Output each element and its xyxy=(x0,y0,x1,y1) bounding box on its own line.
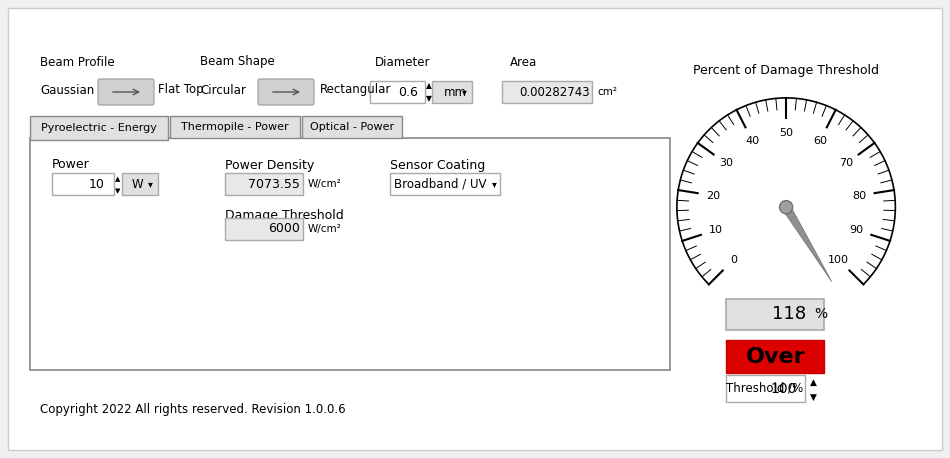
Text: Pyroelectric - Energy: Pyroelectric - Energy xyxy=(41,123,157,133)
FancyBboxPatch shape xyxy=(390,173,500,195)
Text: Rectangular: Rectangular xyxy=(320,83,391,97)
Text: 0.00282743: 0.00282743 xyxy=(520,86,590,98)
Text: Gaussian: Gaussian xyxy=(40,83,94,97)
Text: 100: 100 xyxy=(828,255,849,265)
FancyBboxPatch shape xyxy=(52,173,114,195)
Text: ▾: ▾ xyxy=(492,179,497,189)
FancyBboxPatch shape xyxy=(30,138,670,370)
Text: 100: 100 xyxy=(770,382,797,396)
Text: ▼: ▼ xyxy=(115,188,121,194)
Text: 50: 50 xyxy=(779,128,793,138)
Text: 0.6: 0.6 xyxy=(398,86,418,98)
Text: Diameter: Diameter xyxy=(375,55,430,69)
FancyBboxPatch shape xyxy=(225,173,303,195)
Text: W: W xyxy=(132,178,143,191)
Text: 90: 90 xyxy=(849,225,864,235)
Text: 10: 10 xyxy=(89,178,105,191)
FancyBboxPatch shape xyxy=(258,79,314,105)
FancyBboxPatch shape xyxy=(225,218,303,240)
Text: 70: 70 xyxy=(839,158,853,169)
Text: %: % xyxy=(814,307,827,321)
Text: Flat Top: Flat Top xyxy=(158,83,203,97)
FancyBboxPatch shape xyxy=(432,81,472,103)
Text: Beam Shape: Beam Shape xyxy=(200,55,275,69)
Text: ▼: ▼ xyxy=(810,393,817,402)
Polygon shape xyxy=(783,205,832,282)
Text: 80: 80 xyxy=(852,191,866,201)
FancyBboxPatch shape xyxy=(30,116,168,140)
Text: ▾: ▾ xyxy=(462,87,466,97)
FancyBboxPatch shape xyxy=(726,340,825,373)
Text: Percent of Damage Threshold: Percent of Damage Threshold xyxy=(694,64,879,77)
Text: W/cm²: W/cm² xyxy=(308,224,342,234)
Text: 0: 0 xyxy=(731,255,737,265)
Text: Power: Power xyxy=(52,158,89,171)
FancyBboxPatch shape xyxy=(726,376,805,402)
Text: Power Density: Power Density xyxy=(225,158,314,171)
Text: 10: 10 xyxy=(709,225,722,235)
Text: ▼: ▼ xyxy=(426,94,432,104)
Text: Threshold /%: Threshold /% xyxy=(726,382,804,395)
Text: 30: 30 xyxy=(719,158,733,169)
Text: 40: 40 xyxy=(746,136,759,146)
FancyBboxPatch shape xyxy=(170,116,300,138)
Circle shape xyxy=(780,201,792,214)
Text: Optical - Power: Optical - Power xyxy=(310,122,394,132)
FancyBboxPatch shape xyxy=(726,299,825,329)
Text: Sensor Coating: Sensor Coating xyxy=(390,158,485,171)
FancyBboxPatch shape xyxy=(502,81,592,103)
Text: ▲: ▲ xyxy=(115,176,121,182)
Text: ▲: ▲ xyxy=(426,82,432,91)
Text: Beam Profile: Beam Profile xyxy=(40,55,115,69)
Text: Over: Over xyxy=(746,347,805,367)
Text: mm: mm xyxy=(444,86,467,98)
Text: cm²: cm² xyxy=(597,87,617,97)
Text: Area: Area xyxy=(510,55,538,69)
Text: 7073.55: 7073.55 xyxy=(248,178,300,191)
Text: 60: 60 xyxy=(813,136,826,146)
Text: Circular: Circular xyxy=(200,83,246,97)
Text: Damage Threshold: Damage Threshold xyxy=(225,208,344,222)
Text: 6000: 6000 xyxy=(268,223,300,235)
Text: Thermopile - Power: Thermopile - Power xyxy=(181,122,289,132)
Text: Broadband / UV: Broadband / UV xyxy=(393,178,486,191)
FancyBboxPatch shape xyxy=(370,81,425,103)
Text: ▲: ▲ xyxy=(810,377,817,387)
Text: 118: 118 xyxy=(771,305,806,323)
Text: ▾: ▾ xyxy=(148,179,153,189)
Text: 20: 20 xyxy=(706,191,720,201)
Text: Copyright 2022 All rights reserved. Revision 1.0.0.6: Copyright 2022 All rights reserved. Revi… xyxy=(40,403,346,416)
FancyBboxPatch shape xyxy=(302,116,402,138)
FancyBboxPatch shape xyxy=(8,8,942,450)
FancyBboxPatch shape xyxy=(122,173,158,195)
Text: W/cm²: W/cm² xyxy=(308,179,342,189)
FancyBboxPatch shape xyxy=(98,79,154,105)
